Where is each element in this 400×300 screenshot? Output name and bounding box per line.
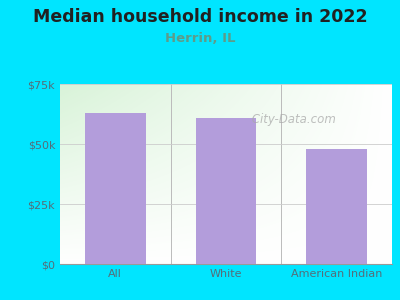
Bar [196,118,256,264]
Text: City-Data.com: City-Data.com [248,113,336,127]
Bar [85,113,146,264]
Text: Median household income in 2022: Median household income in 2022 [33,8,367,26]
Text: Herrin, IL: Herrin, IL [165,32,235,44]
Bar [306,149,367,264]
